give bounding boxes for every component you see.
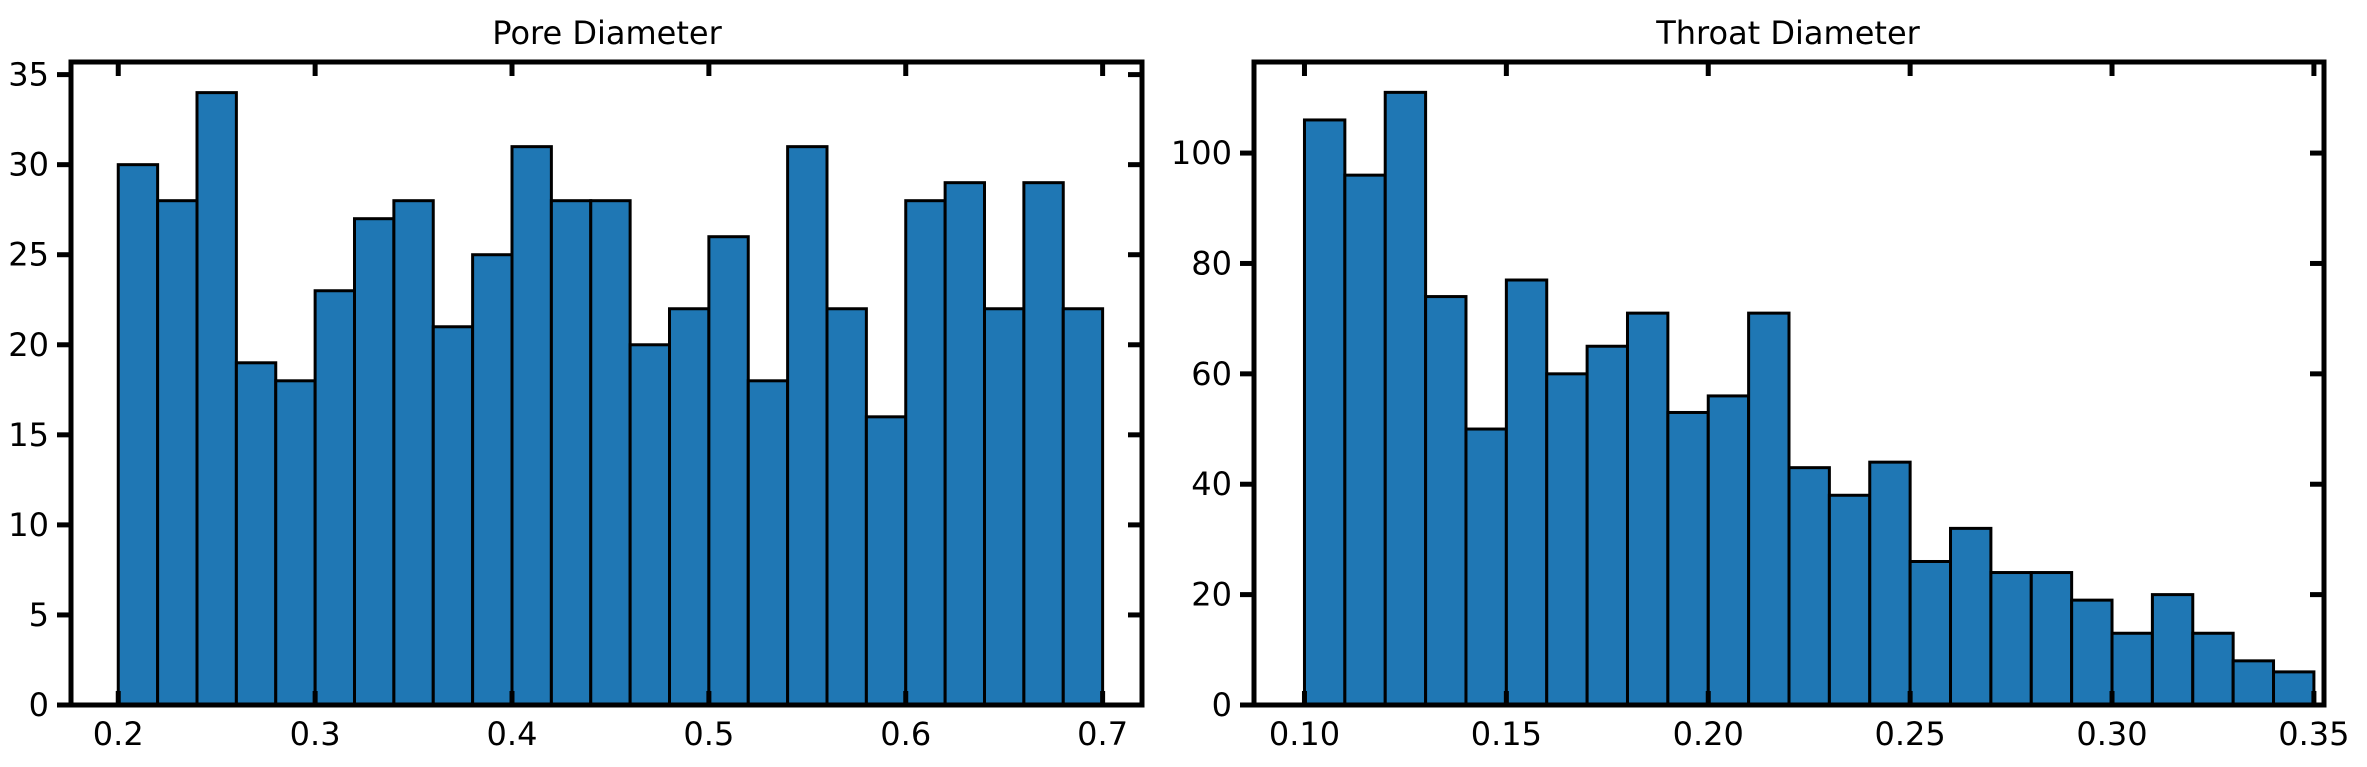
pore-y-tick-label: 35 — [8, 56, 49, 94]
throat-bar — [1504, 278, 1549, 707]
pore-bar — [234, 361, 278, 707]
pore-bar — [983, 307, 1026, 707]
throat-axes-frame — [1251, 59, 2327, 708]
throat-bar — [1424, 295, 1468, 707]
pore-x-tick-label: 0.6 — [880, 715, 931, 753]
throat-y-tick-label: 40 — [1191, 465, 1232, 503]
throat-bar — [2191, 631, 2235, 707]
throat-x-tick-label: 0.35 — [2278, 715, 2349, 753]
pore-bar — [825, 307, 868, 707]
pore-bar — [628, 343, 671, 707]
pore-y-tick-label: 20 — [8, 326, 49, 364]
throat-bar — [1383, 90, 1428, 707]
pore-bar — [746, 379, 790, 707]
throat-x-tick-label: 0.20 — [1673, 715, 1744, 753]
pore-axes-frame — [68, 59, 1145, 708]
pore-bar — [471, 253, 514, 707]
throat-y-tick-label: 0 — [1212, 686, 1232, 724]
throat-bar — [2272, 670, 2316, 707]
pore-bar — [943, 181, 986, 707]
throat-x-tick-label: 0.30 — [2076, 715, 2147, 753]
throat-bar — [2110, 631, 2154, 707]
throat-x-tick-label: 0.15 — [1471, 715, 1542, 753]
throat-bar — [1666, 410, 1710, 707]
throat-y-tick-label: 100 — [1171, 134, 1232, 172]
pore-x-tick-label: 0.2 — [93, 715, 144, 753]
throat-bar — [1302, 118, 1347, 707]
throat-bar — [1545, 372, 1589, 707]
pore-x-tick-label: 0.7 — [1077, 715, 1128, 753]
pore-y-tick-label: 30 — [8, 146, 49, 184]
pore-bar — [1022, 181, 1065, 707]
throat-bar — [1343, 173, 1387, 707]
pore-bar — [1061, 307, 1105, 707]
pore-bar — [431, 325, 475, 707]
pore-bar — [707, 235, 750, 707]
pore-bar — [116, 163, 160, 707]
pore-bar — [392, 199, 435, 707]
pore-y-tick-label: 5 — [29, 596, 49, 634]
pore-diameter-histogram: Pore Diameter 0.2 0.3 0.4 0.5 0.6 0.7 0 5 10 15 20… — [8, 14, 1145, 753]
pore-bar — [195, 91, 238, 707]
throat-bar — [2150, 593, 2195, 707]
pore-bar — [668, 307, 711, 707]
pore-bar — [904, 199, 947, 707]
throat-bar — [1706, 394, 1751, 707]
pore-bar — [589, 199, 632, 707]
throat-y-tick-label: 60 — [1191, 355, 1232, 393]
throat-bar — [1747, 311, 1791, 707]
throat-y-tick-label: 20 — [1191, 576, 1232, 614]
throat-bar — [1585, 344, 1629, 707]
throat-bar — [1464, 427, 1508, 707]
pore-bar — [864, 415, 908, 707]
pore-x-tick-label: 0.4 — [487, 715, 538, 753]
pore-y-tick-label: 15 — [8, 416, 49, 454]
throat-bar — [1868, 460, 1912, 707]
pore-bar — [510, 145, 553, 707]
throat-bar — [2029, 571, 2074, 707]
throat-diameter-histogram: Throat Diameter 0.10 0.15 0.20 0.25 0.30 0.35… — [1171, 14, 2350, 753]
pore-bar — [313, 289, 356, 707]
throat-bar — [1989, 571, 2033, 707]
throat-x-tick-label: 0.10 — [1269, 715, 1340, 753]
pore-y-tick-label: 0 — [29, 686, 49, 724]
throat-y-tick-label: 80 — [1191, 244, 1232, 282]
throat-bar — [2070, 598, 2114, 707]
throat-bar — [1949, 526, 1993, 707]
throat-bar — [1908, 559, 1953, 707]
throat-x-tick-label: 0.25 — [1875, 715, 1946, 753]
pore-diameter-title: Pore Diameter — [492, 14, 722, 52]
pore-x-tick-label: 0.5 — [683, 715, 734, 753]
throat-bar — [1625, 311, 1670, 707]
pore-bar — [786, 145, 829, 707]
pore-bar — [549, 199, 593, 707]
throat-bar — [2231, 659, 2276, 707]
pore-bar — [274, 379, 317, 707]
pore-y-tick-label: 25 — [8, 236, 49, 274]
pore-bar — [156, 199, 199, 707]
throat-bar — [1827, 493, 1872, 707]
pore-bar — [353, 217, 396, 707]
throat-bar — [1787, 466, 1831, 707]
pore-y-tick-label: 10 — [8, 506, 49, 544]
throat-diameter-title: Throat Diameter — [1655, 14, 1920, 52]
pore-x-tick-label: 0.3 — [290, 715, 341, 753]
